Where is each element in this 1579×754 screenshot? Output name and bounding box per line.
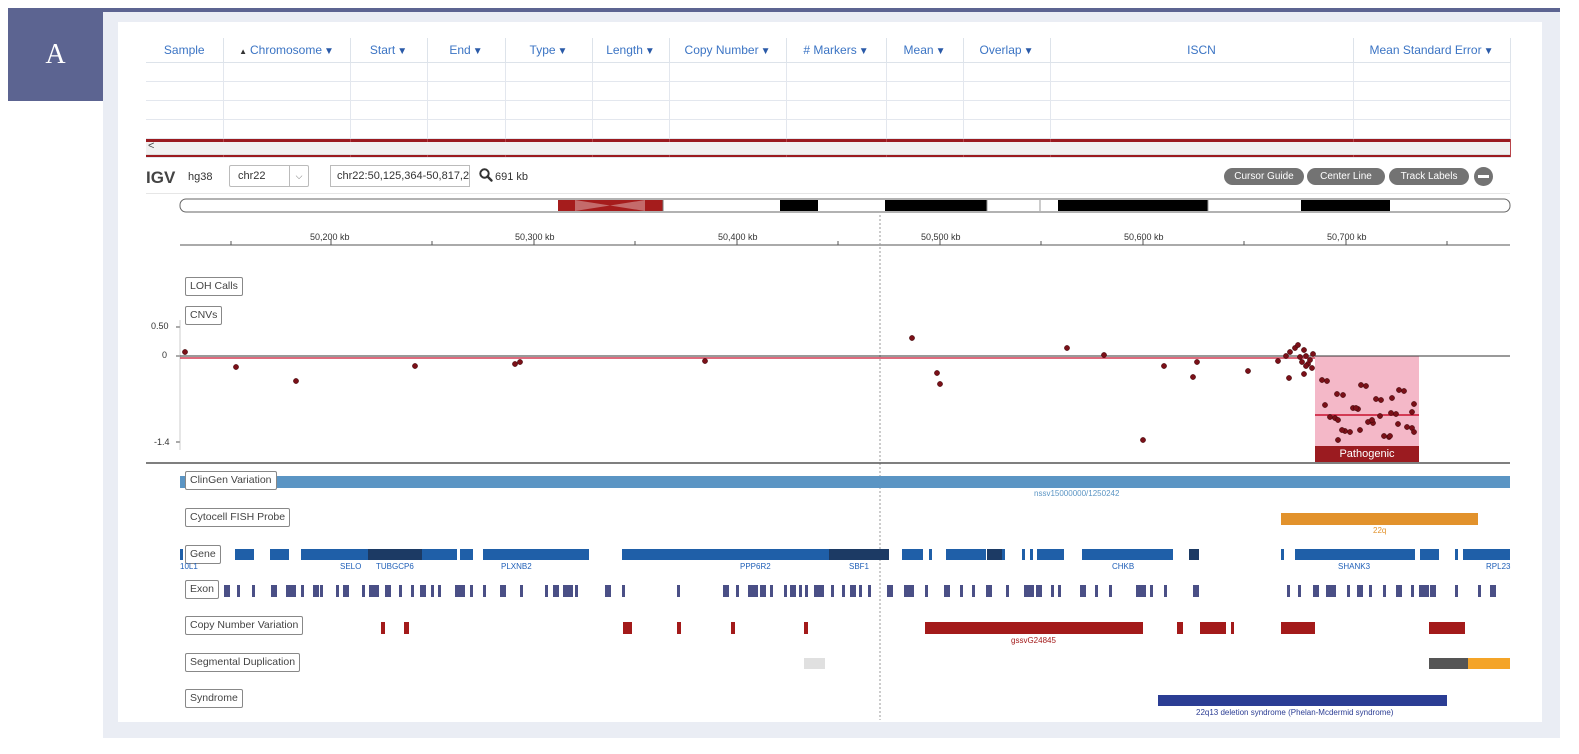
search-icon[interactable] xyxy=(478,165,494,185)
filter-icon[interactable]: ▼ xyxy=(1023,46,1034,57)
track-label-fish[interactable]: Cytocell FISH Probe xyxy=(185,508,291,527)
figure-frame-topbar xyxy=(103,8,1560,12)
ruler-tick-label: 50,200 kb xyxy=(310,232,350,242)
gene-name-label: RPL23 xyxy=(1486,562,1511,571)
table-row[interactable] xyxy=(146,100,1511,120)
table-row[interactable] xyxy=(146,119,1511,139)
column-header-label: Start xyxy=(369,43,396,57)
track-label-cnvs[interactable]: CNVs xyxy=(185,306,223,325)
column-header[interactable]: ▲ Chromosome ▼ xyxy=(222,38,351,63)
column-header-label: Mean xyxy=(903,43,934,57)
minus-icon xyxy=(1478,175,1489,178)
gene-name-label: SBF1 xyxy=(849,562,870,571)
track-label-exon[interactable]: Exon xyxy=(185,580,219,599)
track-labels-button[interactable]: Track Labels xyxy=(1389,168,1469,185)
column-header-label: Chromosome xyxy=(249,43,323,57)
sort-ascending-icon[interactable]: ▲ xyxy=(239,47,247,56)
cnv-results-table: Sample ▲ Chromosome ▼ Start ▼ End ▼ Type ▼ Length ▼… xyxy=(146,38,1511,158)
ruler-tick-label: 50,400 kb xyxy=(718,232,758,242)
chromosome-select[interactable]: chr22 ⌵ xyxy=(229,165,309,187)
gene-name-label: TUBGCP6 xyxy=(376,562,414,571)
ruler-tick-label: 50,600 kb xyxy=(1124,232,1164,242)
genome-label: hg38 xyxy=(188,171,213,183)
cnv-ytick-top: 0.50 xyxy=(151,321,169,331)
gene-name-label: SHANK3 xyxy=(1338,562,1371,571)
column-header-label: End xyxy=(449,43,471,57)
gene-name-label: 10L1 xyxy=(180,562,198,571)
cursor-guide-button[interactable]: Cursor Guide xyxy=(1224,168,1304,185)
ruler-tick-label: 50,700 kb xyxy=(1327,232,1367,242)
column-header[interactable]: Mean Standard Error ▼ xyxy=(1353,38,1511,63)
cnv-ytick-zero: 0 xyxy=(162,350,168,360)
filter-icon[interactable]: ▼ xyxy=(644,46,655,57)
column-header[interactable]: Sample xyxy=(146,38,224,63)
column-header-label: Overlap xyxy=(979,43,1022,57)
table-header-row: Sample ▲ Chromosome ▼ Start ▼ End ▼ Type ▼ Length ▼… xyxy=(146,38,1511,63)
track-label-syndrome[interactable]: Syndrome xyxy=(185,689,243,708)
column-header-label: Copy Number xyxy=(684,43,759,57)
column-header-label: # Markers xyxy=(803,43,857,57)
table-row[interactable] xyxy=(146,62,1511,82)
column-header[interactable]: Length ▼ xyxy=(592,38,670,63)
column-header[interactable]: Overlap ▼ xyxy=(963,38,1051,63)
chromosome-select-value: chr22 xyxy=(238,170,266,182)
cnv-feature-label: gssvG24845 xyxy=(1011,636,1056,645)
center-line-button[interactable]: Center Line xyxy=(1307,168,1385,185)
gene-name-label: PPP6R2 xyxy=(740,562,771,571)
scroll-left-arrow-icon[interactable]: < xyxy=(148,140,155,152)
syndrome-feature-label: 22q13 deletion syndrome (Phelan-Mcdermid… xyxy=(1196,708,1394,717)
track-label-gene[interactable]: Gene xyxy=(185,545,221,564)
filter-icon[interactable]: ▼ xyxy=(557,46,568,57)
filter-icon[interactable]: ▼ xyxy=(472,46,483,57)
toolbar-divider xyxy=(146,193,1510,194)
locus-search-input[interactable] xyxy=(330,165,470,187)
column-header[interactable]: Type ▼ xyxy=(505,38,593,63)
window-size-readout: 691 kb xyxy=(495,171,529,183)
igv-logo: IGV xyxy=(146,168,176,187)
filter-icon[interactable]: ▼ xyxy=(324,46,334,57)
column-header[interactable]: Start ▼ xyxy=(350,38,428,63)
gene-name-label: SELO xyxy=(340,562,362,571)
column-header-label: ISCN xyxy=(1187,43,1216,57)
chevron-down-icon[interactable]: ⌵ xyxy=(289,166,308,186)
table-row[interactable] xyxy=(146,81,1511,101)
ruler-tick-label: 50,300 kb xyxy=(515,232,555,242)
column-header[interactable]: ISCN xyxy=(1050,38,1354,63)
column-header-label: Length xyxy=(606,43,643,57)
table-horizontal-scrollbar[interactable]: < xyxy=(146,140,1510,155)
track-label-loh[interactable]: LOH Calls xyxy=(185,277,243,296)
filter-icon[interactable]: ▼ xyxy=(397,46,408,57)
track-label-segmental-duplication[interactable]: Segmental Duplication xyxy=(185,653,301,672)
filter-icon[interactable]: ▼ xyxy=(760,46,771,57)
fish-feature-label: 22q xyxy=(1373,526,1387,535)
column-header[interactable]: Mean ▼ xyxy=(886,38,964,63)
clingen-feature-label: nssv15000000/1250242 xyxy=(1034,489,1120,498)
panel-label: A xyxy=(8,8,103,101)
column-header[interactable]: # Markers ▼ xyxy=(786,38,887,63)
column-header[interactable]: End ▼ xyxy=(427,38,506,63)
ruler-tick-label: 50,500 kb xyxy=(921,232,961,242)
filter-icon[interactable]: ▼ xyxy=(935,46,946,57)
track-label-clingen[interactable]: ClinGen Variation xyxy=(185,471,277,490)
gene-name-label: PLXNB2 xyxy=(501,562,532,571)
column-header-label: Mean Standard Error xyxy=(1369,43,1482,57)
filter-icon[interactable]: ▼ xyxy=(858,46,869,57)
zoom-out-button[interactable] xyxy=(1474,167,1493,186)
column-header-label: Sample xyxy=(163,43,205,57)
filter-icon[interactable]: ▼ xyxy=(1483,46,1494,57)
column-header-label: Type xyxy=(529,43,556,57)
pathogenic-label: Pathogenic xyxy=(1339,448,1395,460)
track-label-copy-number-variation[interactable]: Copy Number Variation xyxy=(185,616,304,635)
gene-name-label: CHKB xyxy=(1112,562,1135,571)
cnv-ytick-bottom: -1.4 xyxy=(154,437,170,447)
column-header[interactable]: Copy Number ▼ xyxy=(669,38,787,63)
